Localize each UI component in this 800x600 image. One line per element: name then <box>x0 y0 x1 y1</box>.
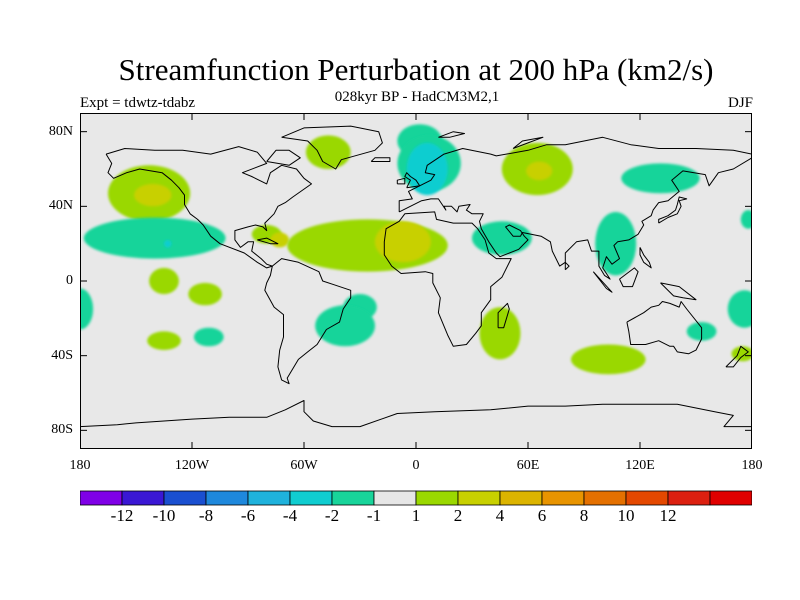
coastline-baffin <box>266 149 301 166</box>
lon-label: 180 <box>69 458 91 473</box>
anomaly-region <box>740 210 752 229</box>
lon-label: 60W <box>290 458 318 473</box>
anomaly-region <box>315 305 375 347</box>
colorbar-label: 6 <box>537 506 547 525</box>
colorbar-swatch <box>457 490 501 506</box>
colorbar-label: 12 <box>659 506 677 525</box>
lat-label: 40N <box>48 198 73 214</box>
anomaly-region <box>621 163 700 194</box>
coastline-cuba <box>257 237 279 245</box>
anomaly-region <box>305 135 351 169</box>
coastline-north-america <box>105 146 312 269</box>
colorbar-swatch <box>415 490 459 506</box>
coastline-philippines <box>639 247 652 269</box>
map-plot <box>80 113 752 449</box>
lon-label: 180 <box>741 458 763 473</box>
lon-label: 60E <box>516 458 540 473</box>
coastline-iceland <box>370 157 391 162</box>
colorbar-swatch <box>709 490 752 506</box>
lat-label: 0 <box>66 273 73 288</box>
colorbar-label: -12 <box>110 506 134 525</box>
lat-label: 80N <box>48 123 73 139</box>
colorbar-label: 8 <box>579 506 589 525</box>
colorbar-swatch <box>331 490 375 506</box>
coastline-greenland <box>281 125 383 170</box>
colorbar-label: 2 <box>453 506 463 525</box>
coastline-madagascar <box>497 302 510 329</box>
lat-label: 80S <box>51 422 73 438</box>
colorbar <box>80 490 752 506</box>
season-label: DJF <box>727 95 753 111</box>
colorbar-label: -10 <box>152 506 176 525</box>
coastline-japan <box>658 196 688 224</box>
colorbar-label: -6 <box>240 506 256 525</box>
lon-label: 0 <box>412 458 420 473</box>
colorbar-label: 10 <box>617 506 635 525</box>
anomaly-region <box>727 290 752 328</box>
colorbar-swatch <box>667 490 711 506</box>
coastline-eurasia <box>398 136 752 280</box>
anomaly-region <box>526 161 553 181</box>
colorbar-swatch <box>625 490 669 506</box>
anomaly-region <box>147 331 181 350</box>
colorbar-swatch <box>541 490 585 506</box>
anomaly-region <box>164 240 172 248</box>
anomaly-region <box>188 282 222 306</box>
axis-ticks <box>80 113 752 449</box>
colorbar-label: -1 <box>366 506 382 525</box>
anomaly-region <box>134 183 172 207</box>
anomaly-region <box>270 232 289 248</box>
coastline-australia <box>626 301 703 355</box>
coastline-sri-lanka <box>564 261 570 271</box>
colorbar-label: 1 <box>411 506 421 525</box>
colorbar-label: 4 <box>495 506 505 525</box>
chart-subtitle: 028kyr BP - HadCM3M2,1 <box>334 89 500 105</box>
anomaly-region <box>731 346 752 362</box>
coastline-svalbard <box>438 131 465 138</box>
coastline-uk <box>404 172 421 189</box>
coastline-antarctica <box>80 400 752 428</box>
anomaly-region <box>374 221 431 263</box>
colorbar-swatch <box>373 490 417 506</box>
coastline-africa <box>383 211 512 347</box>
anomaly-layer <box>80 124 752 375</box>
coastline-layer <box>80 125 752 428</box>
coastline-south-america <box>264 258 352 385</box>
anomaly-region <box>83 217 226 259</box>
coastline-borneo <box>619 267 639 288</box>
colorbar-label: -4 <box>282 506 298 525</box>
colorbar-swatch <box>163 490 207 506</box>
coastline-new-zealand <box>725 345 749 368</box>
colorbar-swatch <box>583 490 627 506</box>
colorbar-label: -2 <box>324 506 340 525</box>
lon-label: 120W <box>174 458 210 473</box>
anomaly-region <box>80 288 94 330</box>
anomaly-region <box>149 267 179 295</box>
colorbar-swatch <box>80 490 123 506</box>
colorbar-label: -8 <box>198 506 214 525</box>
anomaly-region <box>479 307 521 360</box>
lat-label: 40S <box>51 347 73 363</box>
coastline-ireland <box>396 177 406 185</box>
lon-label: 120E <box>625 458 655 473</box>
colorbar-swatch <box>499 490 543 506</box>
colorbar-swatch <box>205 490 249 506</box>
colorbar-swatch <box>121 490 165 506</box>
anomaly-region <box>571 344 646 375</box>
anomaly-region <box>193 327 224 347</box>
colorbar-swatch <box>289 490 333 506</box>
experiment-label: Expt = tdwtz-tdabz <box>80 95 196 111</box>
chart-title: Streamfunction Perturbation at 200 hPa (… <box>118 52 714 87</box>
coastline-novaya-zemlya <box>512 136 544 149</box>
coastline-sumatra <box>592 271 613 293</box>
colorbar-swatch <box>247 490 291 506</box>
coastline-new-guinea <box>660 282 697 301</box>
